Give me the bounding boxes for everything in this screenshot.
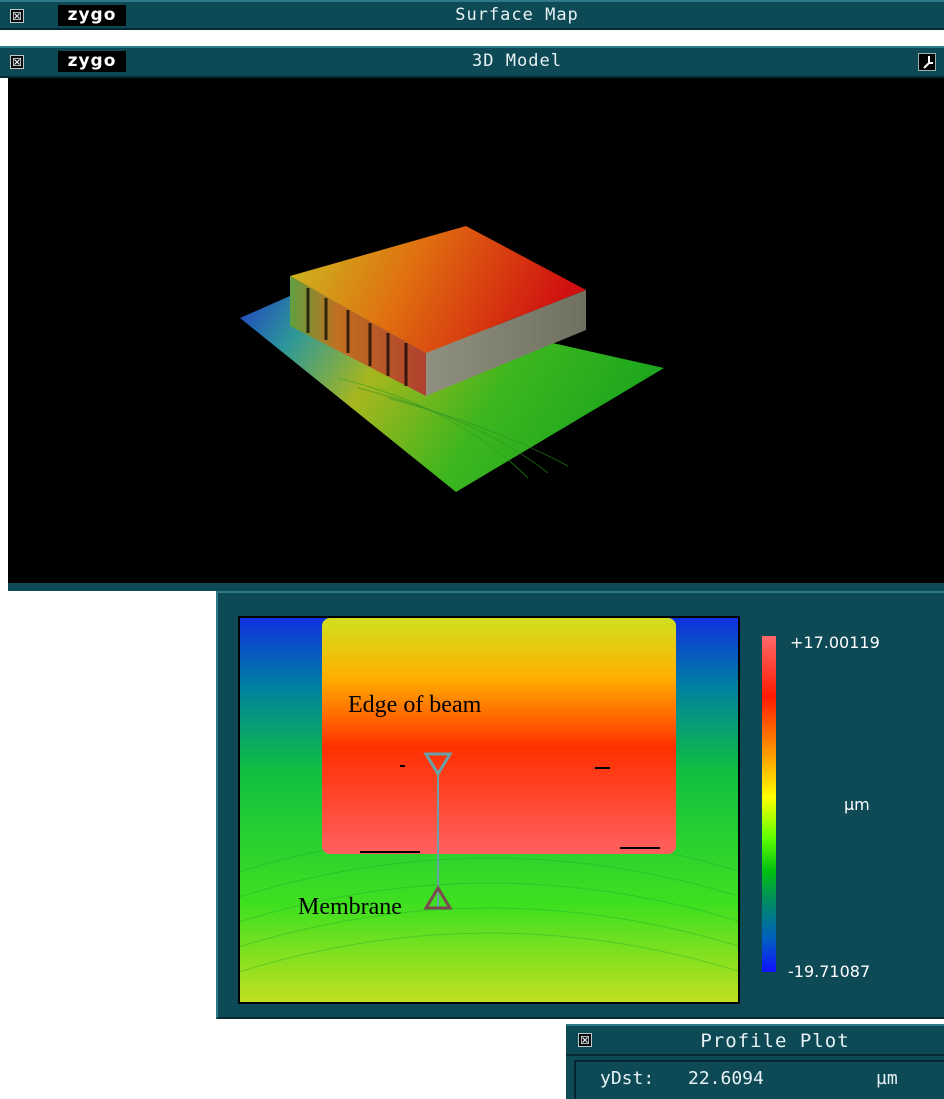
zygo-logo: zygo: [58, 5, 126, 26]
color-scale-bar: [762, 636, 776, 972]
surface-map-image[interactable]: Edge of beam Membrane: [238, 616, 740, 1004]
ydst-readout: yDst: 22.6094 µm: [574, 1060, 944, 1099]
close-box-icon[interactable]: [10, 9, 24, 23]
close-box-icon[interactable]: [10, 55, 24, 69]
profile-plot-body: yDst: 22.6094 µm: [566, 1056, 944, 1099]
viewport-border: [8, 583, 944, 591]
membrane-label: Membrane: [298, 894, 402, 920]
window-title: Surface Map: [455, 5, 579, 25]
3d-model-viewport[interactable]: [8, 78, 944, 583]
close-box-icon[interactable]: [578, 1033, 592, 1047]
window-title: Profile Plot: [700, 1030, 850, 1052]
zygo-logo: zygo: [58, 51, 126, 72]
readout-value: 22.6094: [688, 1068, 764, 1089]
scale-min-value: -19.71087: [788, 962, 871, 981]
scale-max-value: +17.00119: [790, 633, 880, 652]
edge-of-beam-label: Edge of beam: [348, 692, 482, 718]
surface-map-render: [240, 618, 738, 1002]
surface-map-titlebar[interactable]: zygo Surface Map: [0, 0, 944, 30]
scale-unit: µm: [844, 795, 870, 814]
profile-plot-titlebar[interactable]: Profile Plot: [566, 1024, 944, 1056]
readout-label: yDst:: [600, 1068, 655, 1089]
model-3d-titlebar[interactable]: zygo 3D Model: [0, 46, 944, 78]
pin-icon[interactable]: [918, 53, 936, 71]
window-title: 3D Model: [472, 51, 562, 71]
readout-unit: µm: [876, 1068, 898, 1089]
3d-surface-render: [240, 226, 664, 492]
